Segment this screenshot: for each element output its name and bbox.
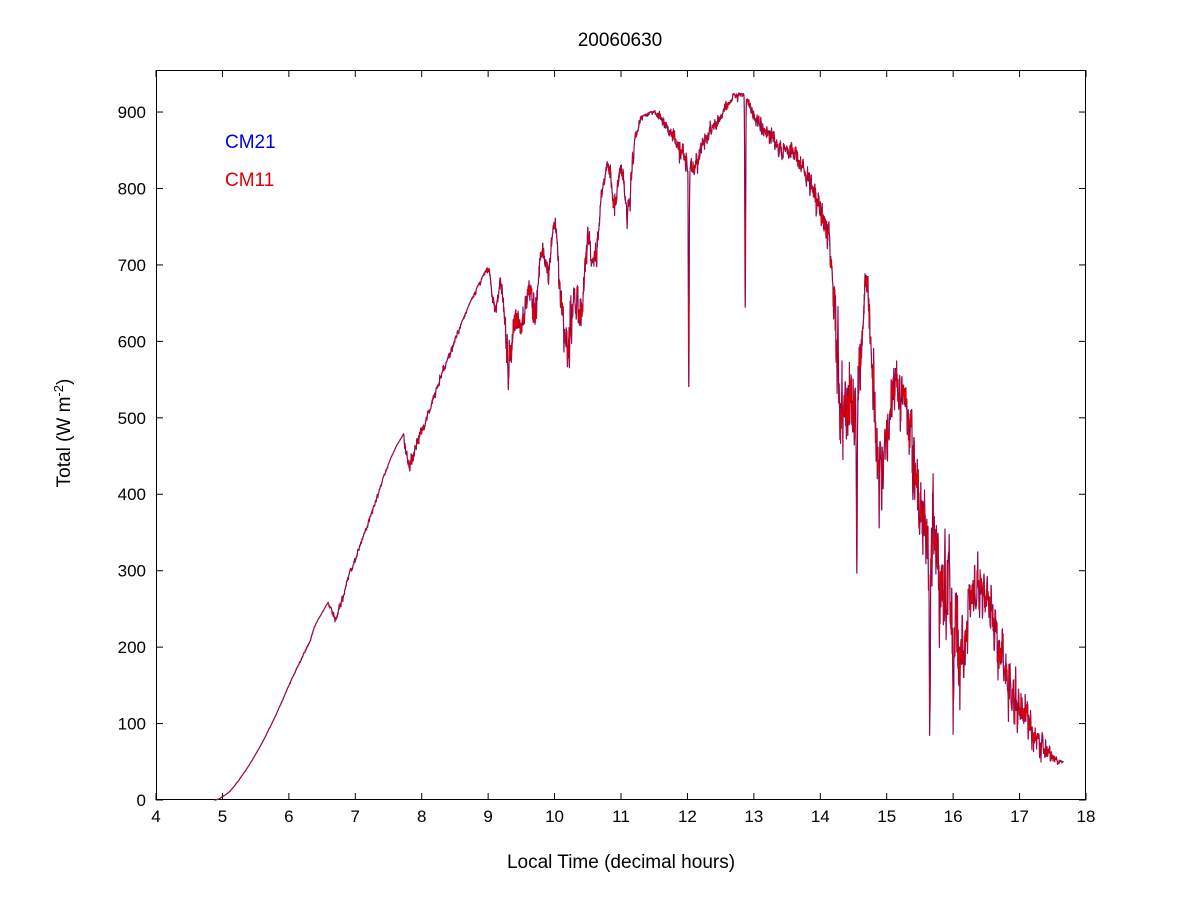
svg-text:10: 10	[545, 807, 564, 826]
svg-text:0: 0	[137, 791, 146, 810]
svg-text:13: 13	[744, 807, 763, 826]
svg-text:20060630: 20060630	[578, 30, 663, 51]
svg-text:4: 4	[151, 807, 160, 826]
svg-text:7: 7	[351, 807, 360, 826]
svg-text:18: 18	[1077, 807, 1096, 826]
svg-text:600: 600	[118, 332, 146, 351]
svg-text:500: 500	[118, 409, 146, 428]
svg-text:14: 14	[811, 807, 830, 826]
svg-text:9: 9	[483, 807, 492, 826]
svg-text:CM11: CM11	[225, 170, 274, 191]
svg-text:700: 700	[118, 256, 146, 275]
svg-text:8: 8	[417, 807, 426, 826]
svg-text:11: 11	[612, 807, 630, 826]
svg-text:5: 5	[218, 807, 227, 826]
svg-text:Local Time (decimal hours): Local Time (decimal hours)	[507, 852, 735, 873]
svg-text:100: 100	[118, 715, 146, 734]
svg-text:CM21: CM21	[225, 132, 276, 153]
svg-text:17: 17	[1010, 807, 1029, 826]
svg-text:200: 200	[118, 638, 146, 657]
svg-text:16: 16	[944, 807, 963, 826]
svg-text:15: 15	[877, 807, 896, 826]
svg-text:12: 12	[678, 807, 697, 826]
svg-text:6: 6	[284, 807, 293, 826]
svg-text:400: 400	[118, 485, 146, 504]
svg-text:800: 800	[118, 179, 146, 198]
svg-text:300: 300	[118, 562, 146, 581]
svg-text:900: 900	[118, 103, 146, 122]
